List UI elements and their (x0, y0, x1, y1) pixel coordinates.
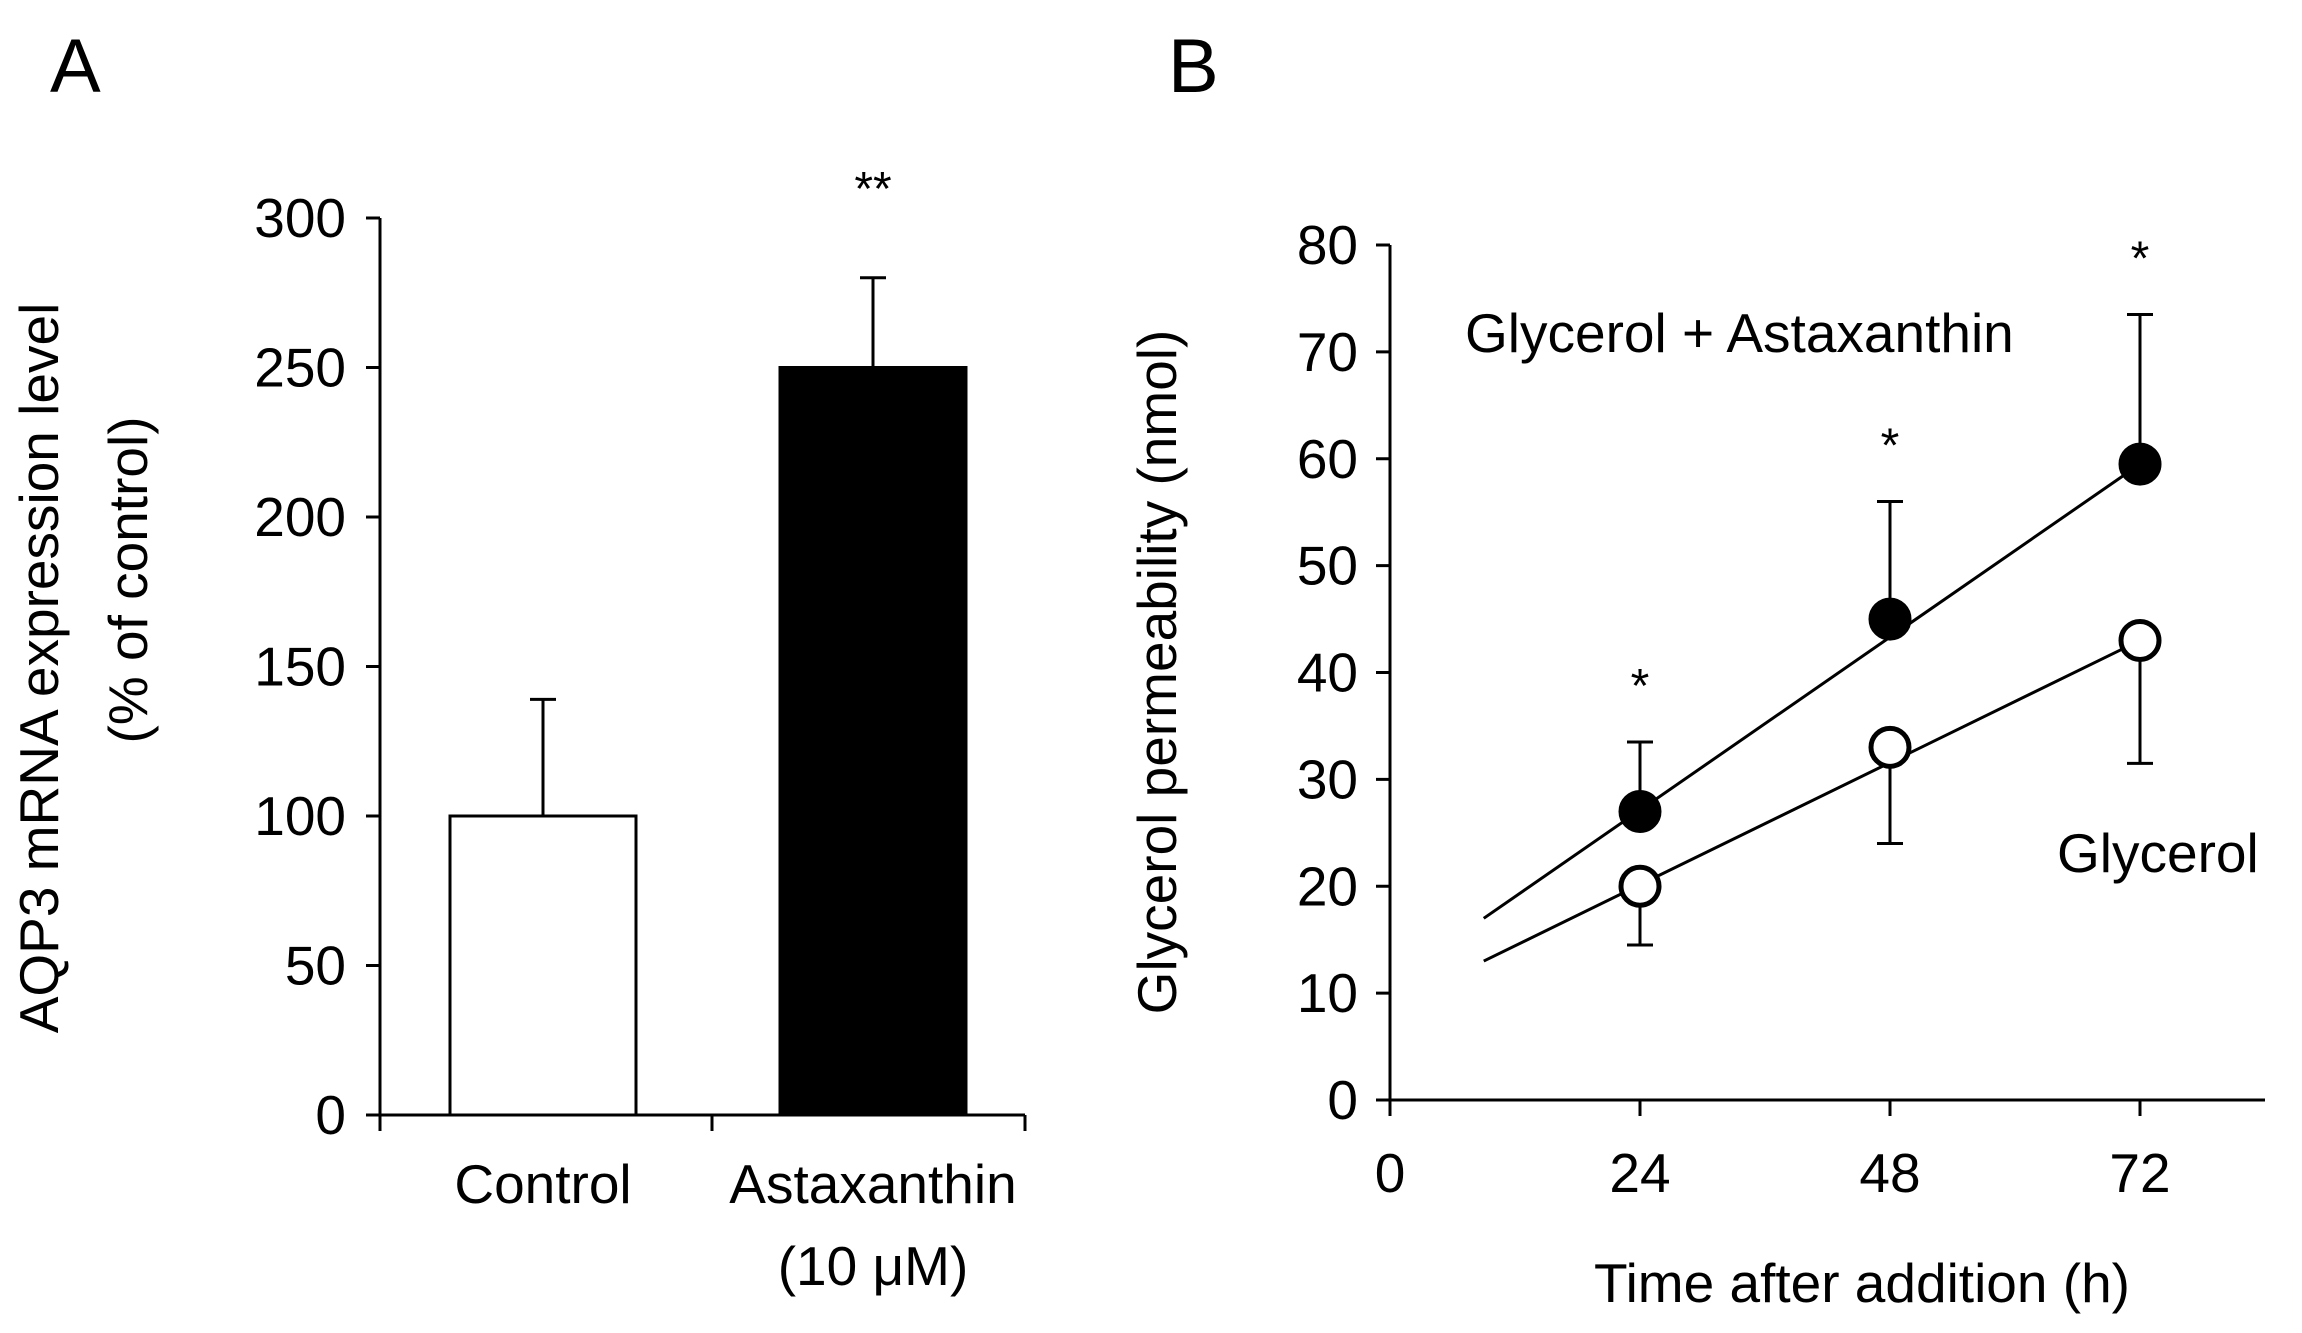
data-point-glycerol (2118, 618, 2162, 662)
panel-a-y-tick-label: 150 (254, 636, 346, 698)
panel-b-x-axis-title: Time after addition (h) (1594, 1252, 2130, 1314)
panel-a-y-tick-label: 100 (254, 785, 346, 847)
x-category-label-astaxanthin: Astaxanthin (729, 1153, 1016, 1215)
significance-marker: * (2131, 232, 2150, 285)
significance-marker: ** (854, 163, 891, 216)
panel-b-y-axis-title: Glycerol permeability (nmol) (1126, 330, 1188, 1015)
x-category-sublabel: (10 μM) (778, 1235, 969, 1297)
panel-b-x-tick-label: 72 (2109, 1142, 2170, 1204)
panel-b-x-tick-label: 0 (1375, 1142, 1406, 1204)
data-point-glycerol (1868, 725, 1912, 769)
panel-b-axes: 0 10 20 30 40 50 60 70 80 0 24 48 72 (1297, 214, 2265, 1204)
panel-b-letter: B (1168, 24, 1219, 109)
panel-b-data: * * * (1482, 232, 2162, 963)
panel-a-y-tick-label: 0 (315, 1084, 346, 1146)
panel-a-y-tick-label: 200 (254, 486, 346, 548)
panel-a-y-tick-label: 250 (254, 337, 346, 399)
panel-b-y-tick-label: 40 (1297, 642, 1358, 704)
panel-a-letter: A (50, 24, 101, 109)
series-label-glycerol: Glycerol (2057, 822, 2259, 884)
panel-a-y-axis-subtitle: (% of control) (97, 416, 159, 743)
panel-b-x-tick-label: 48 (1859, 1142, 1920, 1204)
panel-a-bar-chart: A 0 50 100 150 200 250 300 Control Astaxanthin (… (8, 24, 1027, 1297)
data-point-glycerol (1618, 864, 1662, 908)
panel-b-y-tick-label: 50 (1297, 535, 1358, 597)
panel-b-y-tick-label: 20 (1297, 855, 1358, 917)
panel-b-y-tick-label: 70 (1297, 321, 1358, 383)
panel-b-x-tick-label: 24 (1609, 1142, 1670, 1204)
data-point-glycerol-astaxanthin (1868, 597, 1912, 641)
bar-control (448, 814, 638, 1117)
panel-b-line-chart: B 0 10 20 30 40 50 60 70 80 0 24 48 72 * * * Time afte… (1126, 24, 2265, 1314)
panel-a-bars: Control Astaxanthin (10 μM) ** (448, 163, 1017, 1297)
trend-line-glycerol (1483, 639, 2141, 963)
bar-astaxanthin (778, 366, 968, 1117)
data-point-glycerol-astaxanthin (2118, 442, 2162, 486)
series-label-glycerol-astaxanthin: Glycerol + Astaxanthin (1465, 302, 2014, 364)
panel-a-y-axis-title: AQP3 mRNA expression level (8, 303, 70, 1034)
panel-b-y-tick-label: 10 (1297, 962, 1358, 1024)
panel-b-y-tick-label: 0 (1327, 1069, 1358, 1131)
panel-a-y-tick-label: 50 (285, 935, 346, 997)
x-category-label-control: Control (454, 1153, 631, 1215)
panel-a-axes: 0 50 100 150 200 250 300 (254, 187, 1027, 1146)
panel-a-y-tick-label: 300 (254, 187, 346, 249)
panel-b-y-tick-label: 60 (1297, 428, 1358, 490)
data-point-glycerol-astaxanthin (1618, 789, 1662, 833)
panel-b-y-tick-label: 30 (1297, 748, 1358, 810)
significance-marker: * (1631, 660, 1650, 713)
significance-marker: * (1881, 420, 1900, 473)
panel-b-y-tick-label: 80 (1297, 214, 1358, 276)
trend-line-glycerol-astaxanthin (1482, 462, 2141, 920)
